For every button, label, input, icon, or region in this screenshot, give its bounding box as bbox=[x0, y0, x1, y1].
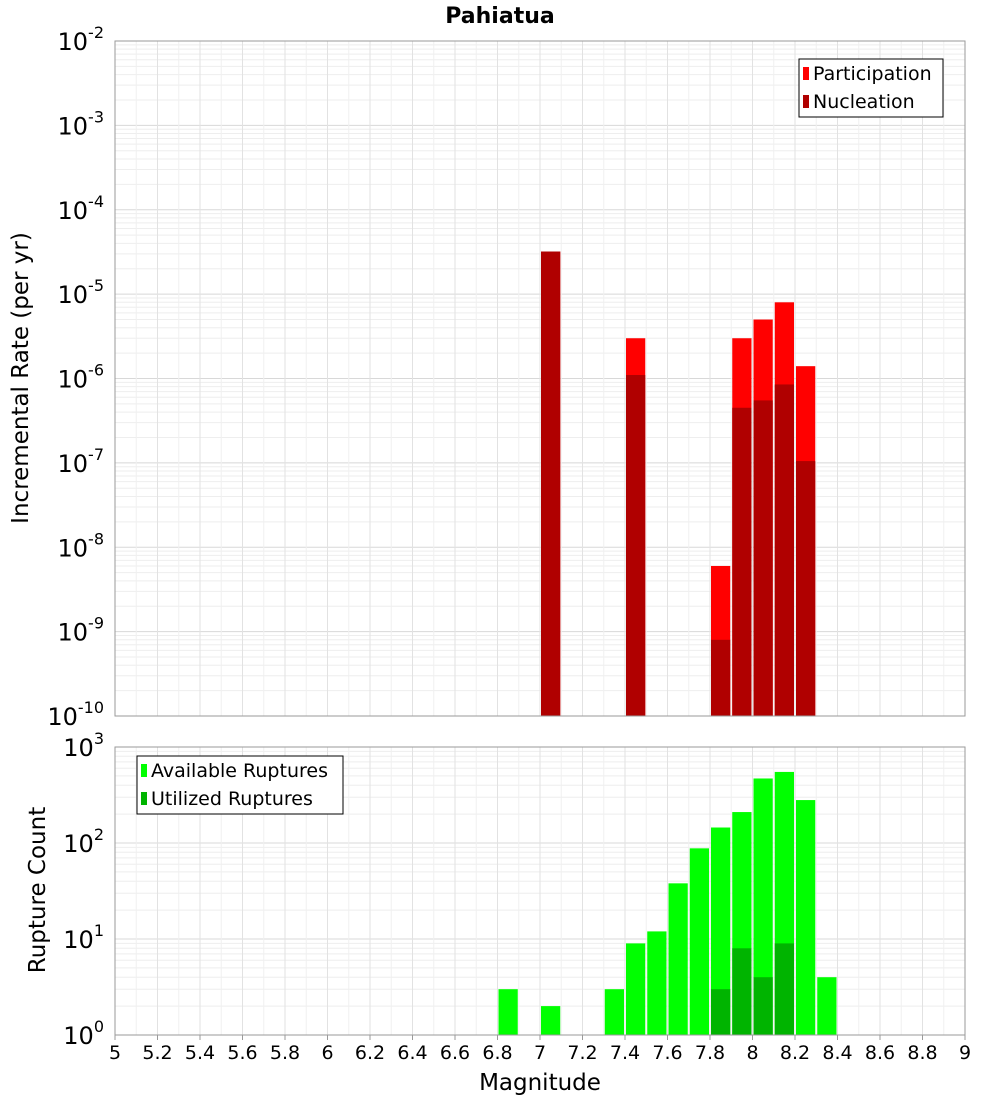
bottom-y-axis-label: Rupture Count bbox=[25, 807, 51, 973]
rate-bar-nucleation bbox=[711, 639, 731, 716]
top-y-axis-label: Incremental Rate (per yr) bbox=[8, 232, 34, 524]
count-y-tick-label: 100 bbox=[63, 1017, 104, 1050]
count-legend-box bbox=[136, 755, 344, 815]
rate-y-tick-label: 10-5 bbox=[58, 276, 105, 309]
rate-legend: Participation Nucleation bbox=[798, 58, 944, 118]
rate-legend-label: Participation bbox=[813, 63, 932, 85]
rate-legend-swatch bbox=[803, 95, 809, 108]
x-tick-label: 6.4 bbox=[397, 1042, 427, 1064]
x-tick-label: 5.4 bbox=[185, 1042, 215, 1064]
count-legend-label: Utilized Ruptures bbox=[151, 788, 313, 810]
count-bar-available-ruptures bbox=[689, 848, 709, 1035]
count-legend-swatch bbox=[141, 792, 147, 805]
count-legend-label: Available Ruptures bbox=[151, 760, 328, 782]
x-tick-label: 7.2 bbox=[567, 1042, 597, 1064]
x-tick-label: 7.6 bbox=[652, 1042, 682, 1064]
x-tick-label: 6.8 bbox=[482, 1042, 512, 1064]
rate-y-tick-label: 10-6 bbox=[58, 361, 105, 394]
count-bar-utilized-ruptures bbox=[774, 943, 794, 1035]
rate-legend-box bbox=[798, 58, 944, 118]
rate-y-tick-label: 10-3 bbox=[58, 107, 105, 140]
count-bar-available-ruptures bbox=[711, 827, 731, 1035]
count-y-tick-label: 102 bbox=[63, 825, 104, 858]
x-tick-label: 7.8 bbox=[695, 1042, 725, 1064]
count-y-tick-label: 103 bbox=[63, 729, 104, 762]
x-axis-label: Magnitude bbox=[479, 1070, 601, 1096]
x-tick-label: 6.6 bbox=[440, 1042, 470, 1064]
count-y-tick-label: 101 bbox=[63, 921, 104, 954]
x-tick-label: 5 bbox=[109, 1042, 121, 1064]
x-tick-label: 6 bbox=[321, 1042, 333, 1064]
count-bar-utilized-ruptures bbox=[753, 977, 773, 1035]
rate-panel: 10-10 10-9 10-8 10-7 10-6 10-5 10-4 10-3 10-2 Par… bbox=[47, 23, 966, 731]
count-bar-utilized-ruptures bbox=[711, 989, 731, 1035]
x-tick-label: 7 bbox=[534, 1042, 546, 1064]
rate-bar-nucleation bbox=[626, 375, 646, 716]
rate-y-tick-label: 10-2 bbox=[58, 23, 105, 56]
count-bar-available-ruptures bbox=[541, 1006, 561, 1035]
rate-y-tick-label: 10-8 bbox=[58, 529, 105, 562]
rate-y-tick-label: 10-10 bbox=[47, 698, 104, 731]
count-legend: Available Ruptures Utilized Ruptures bbox=[136, 755, 344, 815]
rate-bar-nucleation bbox=[753, 400, 773, 716]
rate-legend-label: Nucleation bbox=[813, 91, 915, 113]
count-bar-available-ruptures bbox=[647, 931, 667, 1035]
count-bar-available-ruptures bbox=[498, 989, 518, 1035]
count-bar-available-ruptures bbox=[604, 989, 624, 1035]
count-legend-swatch bbox=[141, 764, 147, 777]
count-bar-utilized-ruptures bbox=[732, 948, 752, 1035]
count-panel: 100 101 102 103 Available Ruptures Utilized R… bbox=[63, 729, 971, 1064]
count-bar-available-ruptures bbox=[668, 883, 688, 1035]
rate-y-tick-label: 10-7 bbox=[58, 445, 105, 478]
rate-bar-nucleation bbox=[541, 251, 561, 716]
x-tick-label: 7.4 bbox=[610, 1042, 640, 1064]
x-tick-label: 5.6 bbox=[227, 1042, 257, 1064]
rate-y-tick-label: 10-9 bbox=[58, 614, 105, 647]
x-tick-label: 8.2 bbox=[780, 1042, 810, 1064]
rate-y-tick-label: 10-4 bbox=[58, 192, 105, 225]
x-tick-label: 5.8 bbox=[270, 1042, 300, 1064]
rate-plot-frame bbox=[114, 40, 966, 717]
chart-title: Pahiatua bbox=[445, 4, 554, 29]
rate-bar-nucleation bbox=[732, 407, 752, 716]
count-bar-available-ruptures bbox=[817, 977, 837, 1035]
x-tick-label: 9 bbox=[959, 1042, 971, 1064]
rate-bar-nucleation bbox=[774, 384, 794, 716]
x-tick-label: 8.4 bbox=[822, 1042, 852, 1064]
x-tick-label: 8.8 bbox=[907, 1042, 937, 1064]
x-tick-label: 5.2 bbox=[142, 1042, 172, 1064]
rate-legend-swatch bbox=[803, 67, 809, 80]
x-tick-label: 8.6 bbox=[865, 1042, 895, 1064]
rate-bar-nucleation bbox=[796, 461, 816, 716]
count-bar-available-ruptures bbox=[796, 800, 816, 1035]
x-tick-label: 6.2 bbox=[355, 1042, 385, 1064]
count-bar-available-ruptures bbox=[753, 778, 773, 1035]
x-tick-label: 8 bbox=[746, 1042, 758, 1064]
count-bar-available-ruptures bbox=[626, 943, 646, 1035]
